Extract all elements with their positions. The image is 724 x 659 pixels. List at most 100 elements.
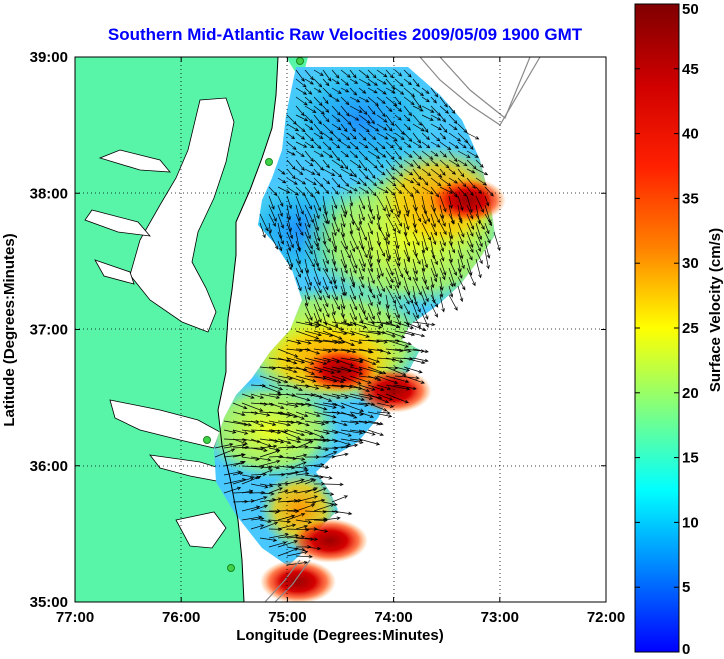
current-vector <box>457 159 468 167</box>
current-vector <box>493 231 501 252</box>
current-vector <box>304 348 321 355</box>
current-vector <box>385 384 411 391</box>
current-vector <box>313 375 338 383</box>
current-vector <box>448 141 459 149</box>
current-vector <box>376 375 399 385</box>
current-vector <box>367 177 378 187</box>
current-vector <box>394 258 404 279</box>
current-vector <box>475 222 483 241</box>
current-vector <box>295 267 301 278</box>
current-vector <box>466 150 479 158</box>
current-vector <box>358 150 369 161</box>
current-vector <box>349 105 363 113</box>
current-vector <box>277 177 287 184</box>
current-vector <box>466 141 474 150</box>
current-vector <box>421 204 430 223</box>
current-vector <box>394 132 405 141</box>
current-vector <box>331 114 341 123</box>
current-vector <box>277 489 289 494</box>
current-vector <box>259 375 282 384</box>
current-vector <box>268 231 279 250</box>
current-vector <box>385 330 406 339</box>
current-vector <box>313 357 332 363</box>
current-vector <box>367 186 377 197</box>
current-vector <box>295 132 306 140</box>
current-vector <box>313 78 323 88</box>
current-vector <box>448 213 455 225</box>
current-vector <box>448 267 456 287</box>
current-vector <box>286 240 292 252</box>
current-vector <box>421 285 429 303</box>
current-vector <box>376 312 384 328</box>
current-vector <box>358 141 369 149</box>
current-vector <box>403 123 411 131</box>
current-vector <box>466 222 474 237</box>
current-vector <box>313 348 332 353</box>
current-vector <box>385 132 398 142</box>
current-vector <box>295 357 315 365</box>
y-axis-ticks: 39:00 38:00 37:00 36:00 35:00 <box>30 49 606 611</box>
x-tick-label: 74:00 <box>374 609 412 626</box>
current-vector <box>367 69 377 79</box>
current-vector <box>322 451 338 458</box>
current-vector <box>340 249 348 269</box>
current-vector <box>394 267 401 286</box>
current-vector <box>385 258 394 276</box>
current-vector <box>385 366 407 376</box>
current-vector <box>331 294 340 311</box>
current-vector <box>331 87 342 94</box>
current-vector <box>250 496 268 503</box>
current-vector <box>412 267 418 282</box>
current-vector <box>385 240 392 260</box>
current-vector <box>286 468 309 476</box>
current-vector <box>304 222 311 240</box>
current-vector <box>304 537 319 541</box>
current-vector <box>412 357 429 363</box>
current-vector <box>286 249 294 268</box>
current-vector <box>250 411 271 417</box>
current-vector <box>403 177 415 184</box>
colorbar-tick-label: 45 <box>682 61 699 78</box>
current-vector <box>286 478 305 485</box>
current-vector <box>358 348 374 354</box>
current-vector <box>349 330 370 338</box>
current-vector <box>412 114 423 126</box>
current-vector <box>295 114 309 122</box>
current-vector <box>466 213 475 230</box>
current-vector <box>331 357 355 367</box>
current-vector <box>349 249 358 269</box>
current-vector <box>313 528 329 533</box>
current-vector <box>349 339 363 344</box>
current-vector <box>295 141 308 148</box>
current-vector <box>223 443 246 449</box>
current-vector <box>295 159 305 171</box>
current-vectors <box>214 69 501 566</box>
inland-water <box>84 97 235 549</box>
current-vector <box>322 303 330 318</box>
current-vector <box>412 276 422 296</box>
current-vector <box>268 533 289 539</box>
current-vector <box>304 213 311 229</box>
current-vector <box>304 105 317 114</box>
current-vector <box>421 213 427 225</box>
colorbar-tick-label: 15 <box>682 450 699 467</box>
current-vector <box>376 285 382 298</box>
current-vector <box>241 393 255 399</box>
current-vector <box>340 87 350 93</box>
current-vector <box>484 195 490 207</box>
current-vector <box>439 195 447 213</box>
current-vector <box>430 258 438 278</box>
current-vector <box>304 240 313 255</box>
current-vector <box>295 249 301 265</box>
current-vector <box>241 475 262 485</box>
current-vector <box>349 87 358 96</box>
current-vector <box>340 177 350 188</box>
current-vector <box>259 444 278 449</box>
current-vector <box>304 479 317 485</box>
y-tick-label: 39:00 <box>30 49 68 66</box>
current-vector <box>295 411 309 417</box>
current-vector <box>385 393 409 404</box>
current-vector <box>430 141 441 148</box>
current-vector <box>286 375 306 383</box>
current-vector <box>304 132 315 142</box>
